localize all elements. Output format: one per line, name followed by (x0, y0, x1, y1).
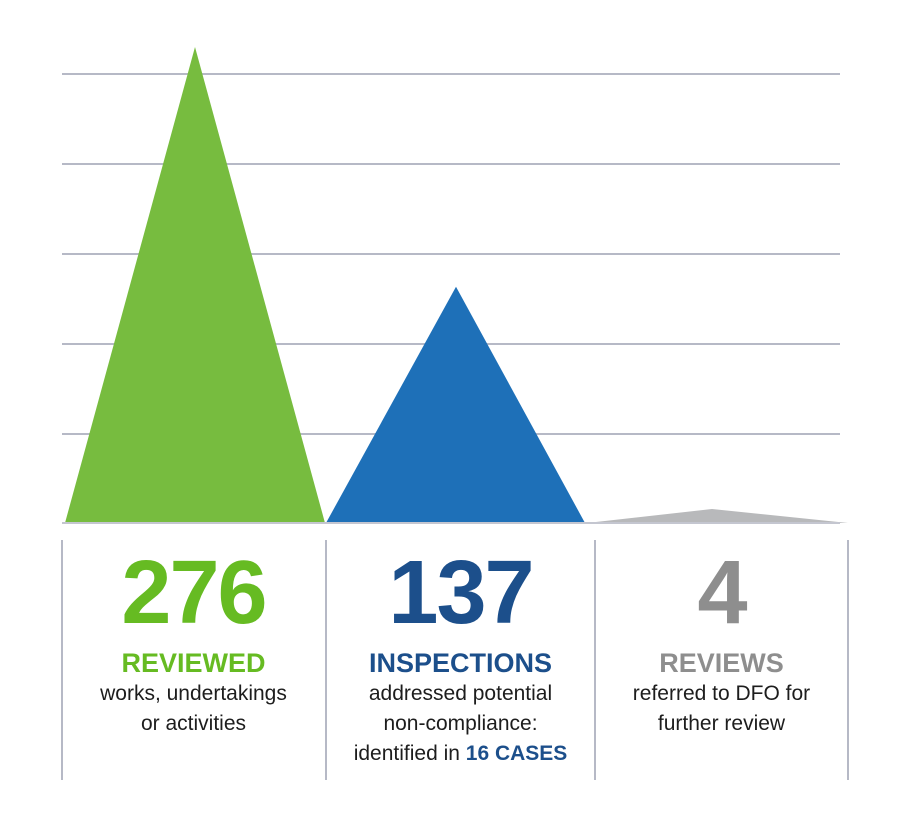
triangle-chart (62, 47, 848, 524)
stat-highlight: 16 CASES (465, 742, 568, 765)
column-divider-left (61, 540, 63, 780)
stat-number: 276 (121, 543, 267, 643)
stat-description-prefix: identified in (353, 742, 466, 765)
column-divider-2 (594, 540, 596, 780)
column-divider-1 (325, 540, 327, 780)
chart-marks (65, 47, 848, 523)
stat-number: 4 (697, 543, 747, 643)
stat-description-line-2: further review (657, 712, 786, 735)
stat-reviews: 4 REVIEWS referred to DFO for further re… (596, 540, 847, 780)
triangle-reviews (587, 509, 848, 523)
stat-category: INSPECTIONS (368, 648, 553, 678)
triangle-inspections (326, 286, 585, 523)
stat-description-line-3: identified in 16 CASES (327, 740, 594, 768)
triangle-reviewed (65, 47, 325, 523)
stat-reviewed: 276 REVIEWED works, undertakings or acti… (62, 540, 325, 780)
stat-number: 137 (388, 543, 534, 643)
stat-category: REVIEWED (121, 648, 266, 678)
stat-description-line-1: addressed potential (368, 682, 553, 705)
stat-description-line-1: referred to DFO for (632, 682, 811, 705)
column-divider-right (847, 540, 849, 780)
stat-description-line-1: works, undertakings (100, 682, 287, 705)
stat-category: REVIEWS (659, 648, 784, 678)
stat-description-line-2: or activities (140, 712, 247, 735)
stat-inspections: 137 INSPECTIONS addressed potential non-… (327, 540, 594, 780)
stat-description-line-2: non-compliance: (383, 712, 538, 735)
